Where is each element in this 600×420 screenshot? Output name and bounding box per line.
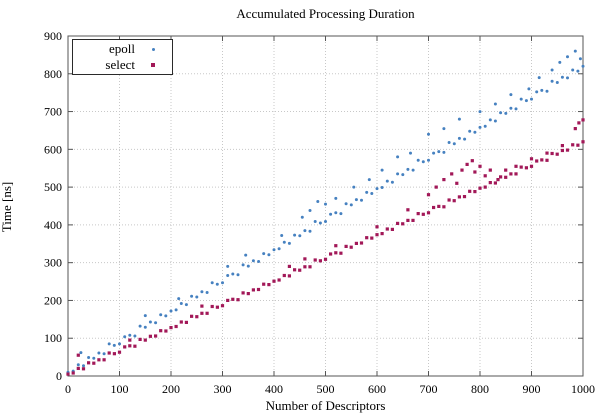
svg-text:300: 300 <box>44 256 62 270</box>
legend-label-select: select <box>105 57 135 72</box>
svg-text:900: 900 <box>44 29 62 43</box>
epoll-dot-icon <box>135 47 171 51</box>
svg-text:1000: 1000 <box>571 382 595 396</box>
svg-text:700: 700 <box>420 382 438 396</box>
x-axis-label: Number of Descriptors <box>265 398 386 413</box>
svg-text:600: 600 <box>44 142 62 156</box>
legend-box: epoll select <box>72 39 173 75</box>
svg-text:200: 200 <box>44 293 62 307</box>
svg-text:800: 800 <box>44 67 62 81</box>
svg-text:0: 0 <box>65 382 71 396</box>
svg-text:800: 800 <box>471 382 489 396</box>
svg-text:500: 500 <box>44 180 62 194</box>
axis-ticks <box>67 35 584 377</box>
legend-label-epoll: epoll <box>109 41 135 56</box>
gridlines <box>68 36 583 376</box>
svg-text:700: 700 <box>44 105 62 119</box>
svg-text:500: 500 <box>317 382 335 396</box>
series-epoll <box>66 49 585 374</box>
svg-text:300: 300 <box>214 382 232 396</box>
svg-text:100: 100 <box>111 382 129 396</box>
svg-text:100: 100 <box>44 331 62 345</box>
svg-text:900: 900 <box>523 382 541 396</box>
svg-text:200: 200 <box>162 382 180 396</box>
select-square-icon <box>135 63 171 67</box>
legend-item-epoll: epoll <box>73 41 172 57</box>
svg-text:600: 600 <box>368 382 386 396</box>
svg-text:400: 400 <box>265 382 283 396</box>
tick-labels: 0 100 200 300 400 500 600 700 800 900 1000 0 100 200 3… <box>44 29 595 396</box>
chart-title: Accumulated Processing Duration <box>236 6 415 21</box>
y-axis-label: Time [ns] <box>0 181 14 233</box>
svg-text:0: 0 <box>56 369 62 383</box>
svg-text:400: 400 <box>44 218 62 232</box>
legend-item-select: select <box>73 57 172 73</box>
series-select <box>66 118 585 376</box>
